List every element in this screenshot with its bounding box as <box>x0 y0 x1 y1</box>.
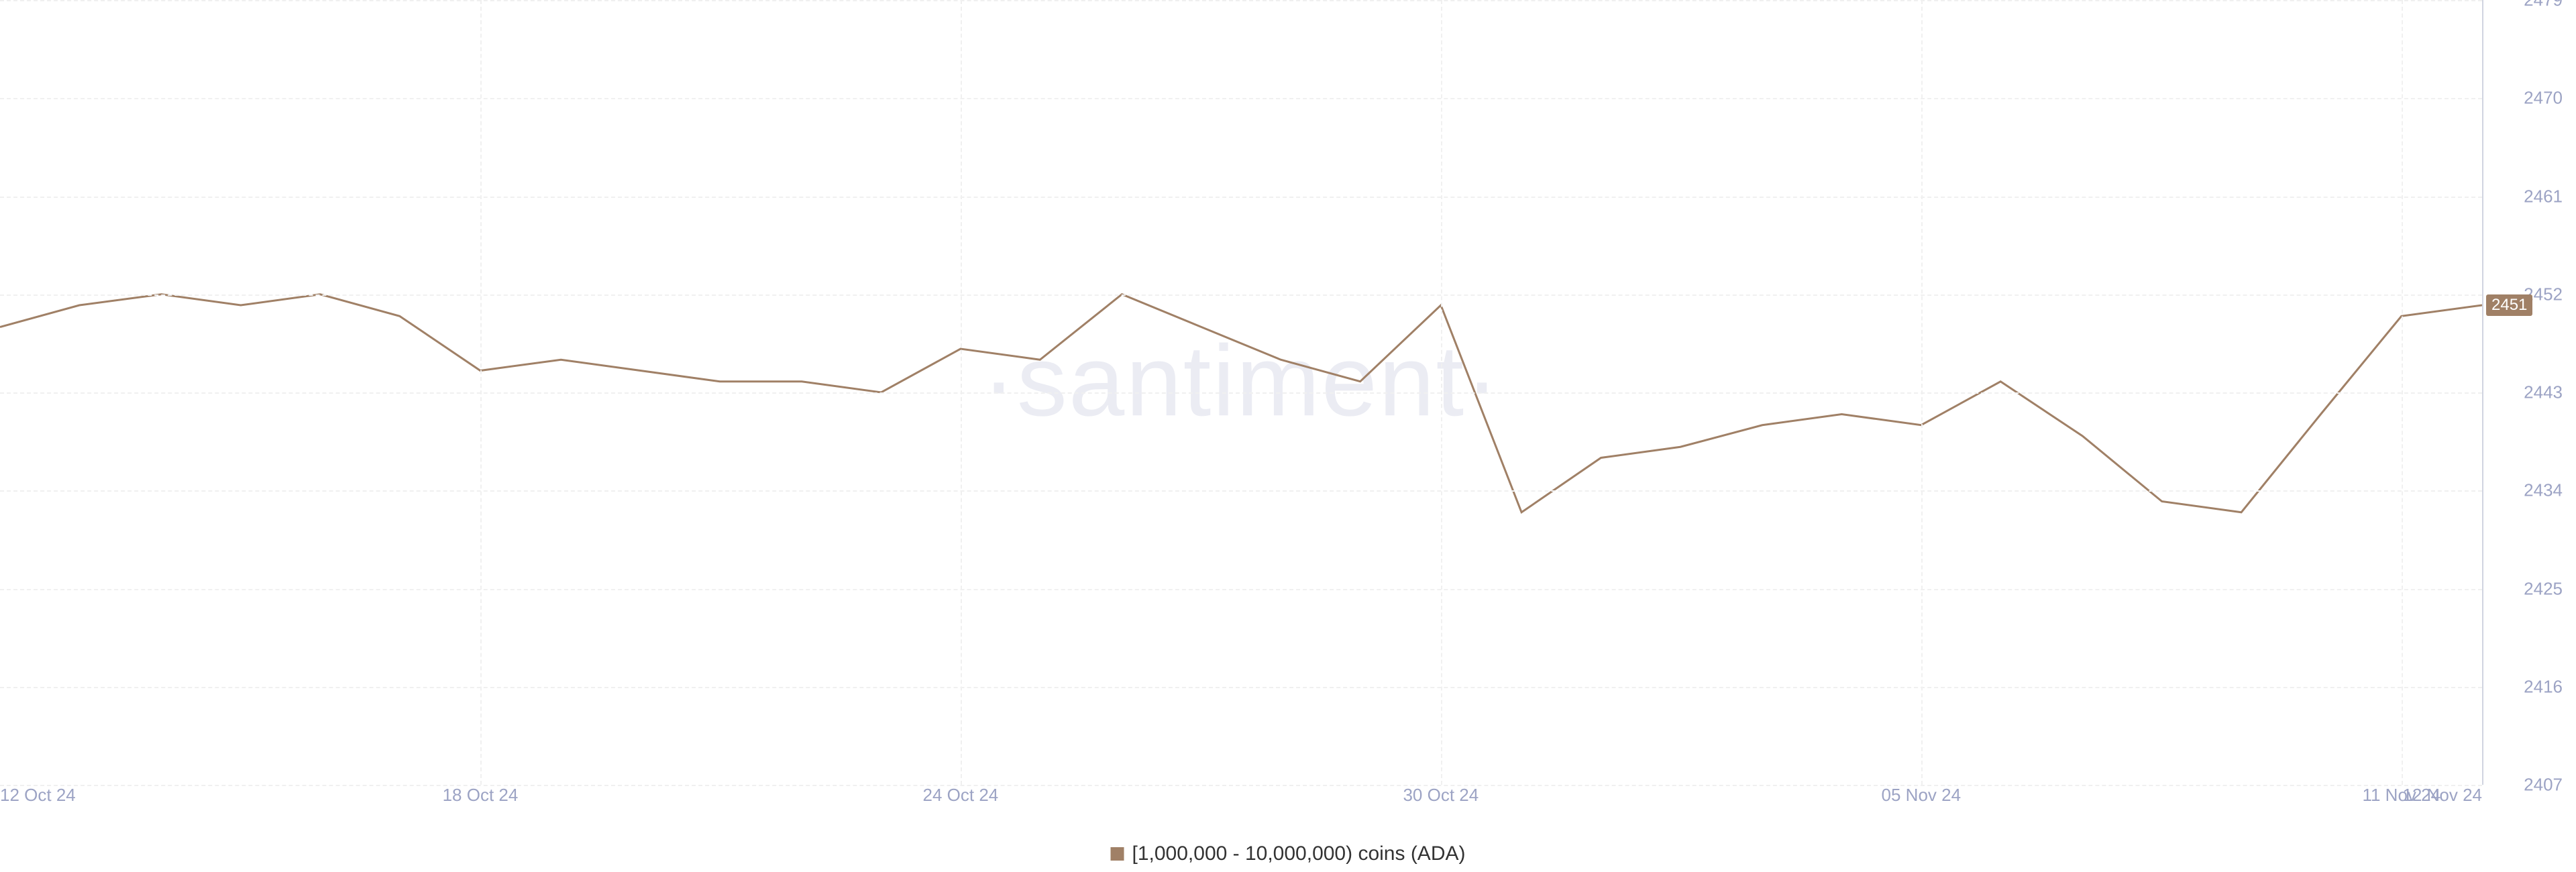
x-tick-label: 12 Nov 24 <box>2402 785 2482 806</box>
x-tick-label: 30 Oct 24 <box>1403 785 1479 806</box>
gridline-horizontal <box>0 687 2482 688</box>
gridline-vertical <box>1921 0 1923 785</box>
y-tick-label: 2461 <box>2524 186 2563 207</box>
x-axis: 12 Oct 24 18 Oct 24 24 Oct 24 30 Oct 24 05 N… <box>0 785 2482 832</box>
y-tick-label: 2479 <box>2524 0 2563 11</box>
y-axis: 2407241624252434244324522461247024792451 <box>2482 0 2576 785</box>
y-tick-label: 2407 <box>2524 775 2563 796</box>
x-tick-label: 05 Nov 24 <box>1882 785 1962 806</box>
gridline-vertical <box>480 0 482 785</box>
legend: [1,000,000 - 10,000,000) coins (ADA) <box>1111 842 1466 865</box>
y-tick-label: 2470 <box>2524 88 2563 109</box>
gridline-vertical <box>961 0 962 785</box>
gridline-horizontal <box>0 589 2482 590</box>
y-tick-label: 2434 <box>2524 480 2563 501</box>
gridline-vertical <box>1441 0 1442 785</box>
legend-swatch <box>1111 847 1124 861</box>
gridline-horizontal <box>0 294 2482 296</box>
gridline-horizontal <box>0 98 2482 99</box>
y-tick-label: 2416 <box>2524 676 2563 697</box>
last-value-badge: 2451 <box>2486 294 2532 316</box>
gridline-horizontal <box>0 490 2482 492</box>
gridline-horizontal <box>0 392 2482 394</box>
gridline-horizontal <box>0 0 2482 1</box>
plot-area: ·santiment· <box>0 0 2482 785</box>
series-line <box>0 294 2482 512</box>
legend-label: [1,000,000 - 10,000,000) coins (ADA) <box>1132 842 1466 865</box>
x-tick-label: 12 Oct 24 <box>0 785 76 806</box>
y-tick-label: 2443 <box>2524 382 2563 403</box>
x-tick-label: 18 Oct 24 <box>443 785 519 806</box>
chart-container: ·santiment· 2407241624252434244324522461… <box>0 0 2576 872</box>
y-tick-label: 2425 <box>2524 578 2563 599</box>
gridline-horizontal <box>0 197 2482 198</box>
gridline-vertical <box>2402 0 2403 785</box>
x-tick-label: 24 Oct 24 <box>923 785 999 806</box>
